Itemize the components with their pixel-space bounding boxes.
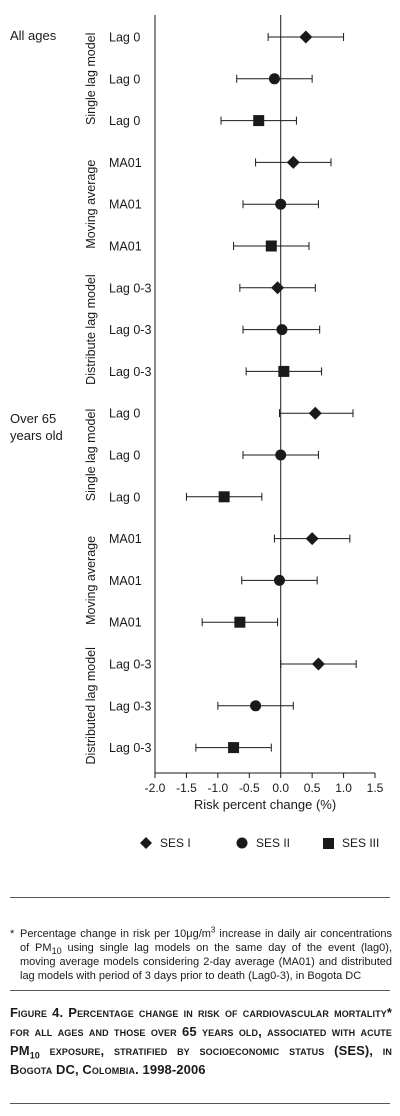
square-marker-icon xyxy=(323,837,334,849)
x-tick-label: 1.0 xyxy=(335,781,352,795)
point-square xyxy=(234,616,246,628)
section-label: Moving average xyxy=(84,160,98,249)
row-label: MA01 xyxy=(109,532,142,546)
row-label: Lag 0-3 xyxy=(109,741,151,755)
group-label-line1: Over 65 xyxy=(10,411,57,426)
group-label-over-65: Over 65 years old xyxy=(10,410,63,444)
point-circle xyxy=(273,574,285,586)
x-tick-label: -1.5 xyxy=(176,781,197,795)
row-label: Lag 0 xyxy=(109,407,140,421)
row-label: Lag 0 xyxy=(109,72,140,86)
x-tick-label: 1.5 xyxy=(367,781,384,795)
point-square xyxy=(218,491,230,503)
point-diamond xyxy=(308,406,322,420)
x-axis-label: Risk percent change (%) xyxy=(194,797,336,812)
forest-plot: -2.0 -1.5 -1.0 -0.5 0.0 0.5 1.0 1.5 Risk percent… xyxy=(84,15,384,812)
point-diamond xyxy=(311,657,325,671)
legend-label: SES II xyxy=(256,836,291,850)
row-label: MA01 xyxy=(109,574,142,588)
row-label: Lag 0-3 xyxy=(109,323,151,337)
section-label: Single lag model xyxy=(84,33,98,125)
section-label: Distributed lag model xyxy=(84,647,98,764)
footnote-star: * xyxy=(10,928,15,940)
point-circle xyxy=(250,700,262,712)
point-diamond xyxy=(286,155,300,169)
row-label: MA01 xyxy=(109,240,142,254)
row-label: Lag 0 xyxy=(109,490,140,504)
section-label: Moving average xyxy=(84,536,98,625)
section-label: Single lag model xyxy=(84,409,98,501)
point-diamond xyxy=(299,30,313,44)
row-label: Lag 0-3 xyxy=(109,281,151,295)
group-label-text: All ages xyxy=(10,28,57,43)
circle-marker-icon xyxy=(236,837,248,849)
legend-item-ses-1: SES I xyxy=(140,836,191,850)
legend-label: SES I xyxy=(160,836,191,850)
row-label: MA01 xyxy=(109,156,142,170)
row-label: Lag 0-3 xyxy=(109,658,151,672)
x-tick-label: 0.5 xyxy=(304,781,321,795)
group-label-line2: years old xyxy=(10,428,63,443)
point-diamond xyxy=(271,281,285,295)
divider-middle xyxy=(10,990,390,991)
row-label: Lag 0 xyxy=(109,31,140,45)
row-label: Lag 0-3 xyxy=(109,365,151,379)
point-square xyxy=(278,365,290,377)
section-label: Distribute lag model xyxy=(84,274,98,384)
point-circle xyxy=(275,198,287,210)
x-tick-label: -2.0 xyxy=(145,781,166,795)
row-label: Lag 0 xyxy=(109,449,140,463)
figure-caption: Figure 4. Percentage change in risk of c… xyxy=(10,1005,392,1077)
legend-item-ses-3: SES III xyxy=(323,836,379,850)
diamond-marker-icon xyxy=(140,837,152,849)
x-tick-label: 0.0 xyxy=(272,781,289,795)
divider-bottom xyxy=(10,1103,390,1104)
footnote: * Percentage change in risk per 10μg/m3 … xyxy=(10,925,392,983)
legend-label: SES III xyxy=(342,836,380,850)
footnote-text: Percentage change in risk per 10μg/m3 in… xyxy=(20,925,392,982)
point-circle xyxy=(275,449,287,461)
x-tick-label: -0.5 xyxy=(239,781,260,795)
point-square xyxy=(228,742,240,754)
row-label: Lag 0-3 xyxy=(109,699,151,713)
point-square xyxy=(253,115,265,127)
point-diamond xyxy=(305,532,319,546)
row-label: MA01 xyxy=(109,198,142,212)
point-square xyxy=(265,240,277,252)
x-tick-label: -1.0 xyxy=(208,781,229,795)
divider-top xyxy=(10,897,390,898)
legend-item-ses-2: SES II xyxy=(236,836,290,850)
point-circle xyxy=(276,324,288,336)
row-label: MA01 xyxy=(109,616,142,630)
group-label-all-ages: All ages xyxy=(10,27,56,44)
row-label: Lag 0 xyxy=(109,114,140,128)
point-circle xyxy=(268,73,280,85)
